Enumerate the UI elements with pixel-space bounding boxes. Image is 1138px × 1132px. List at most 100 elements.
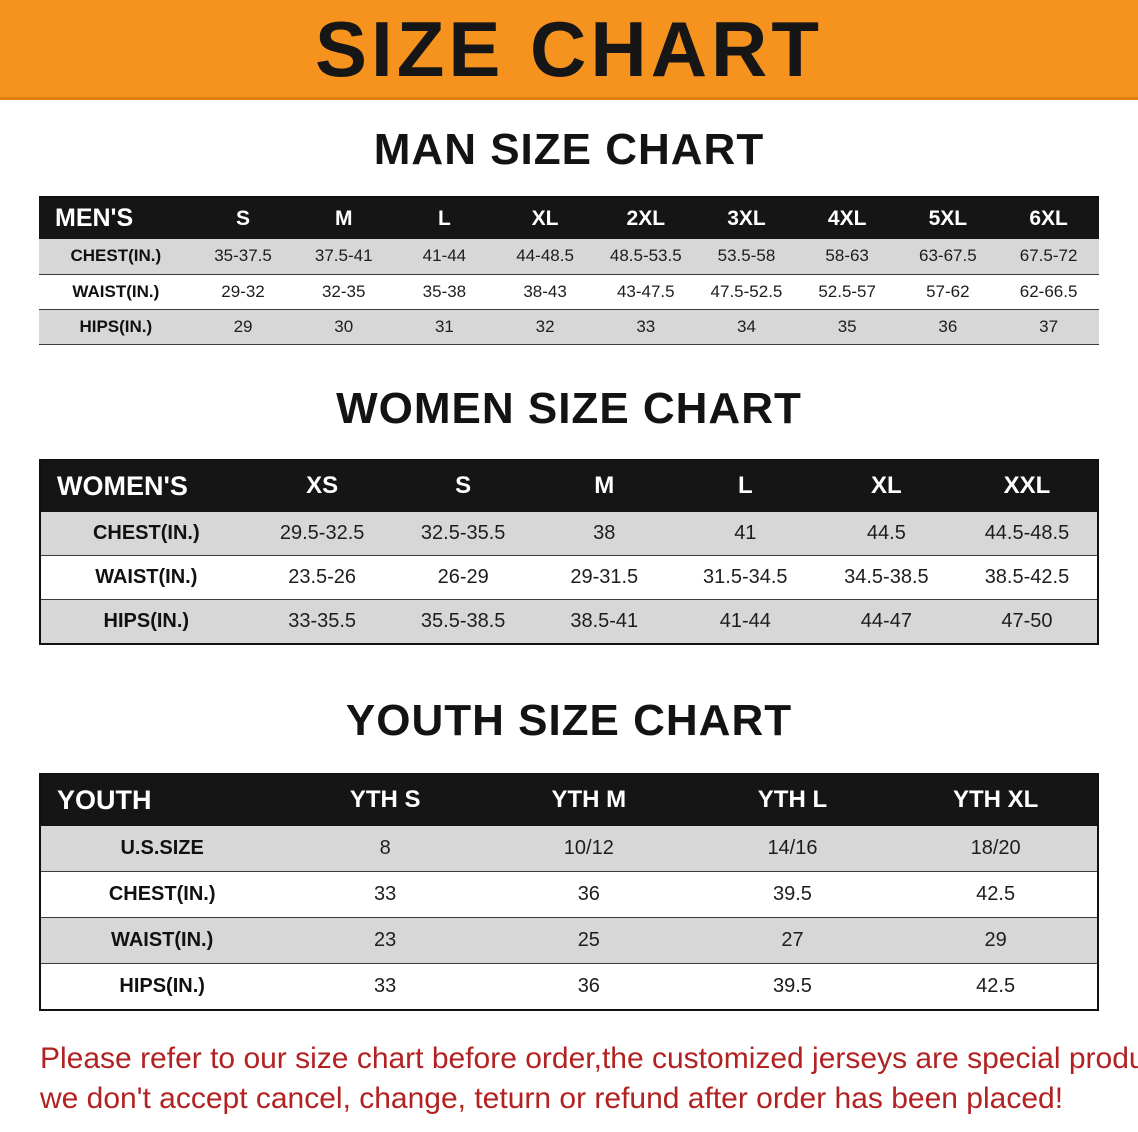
table-row: U.S.SIZE 8 10/12 14/16 18/20 xyxy=(40,825,1098,872)
size-value: 57-62 xyxy=(897,274,999,310)
size-value: 33 xyxy=(283,963,487,1010)
size-value: 41-44 xyxy=(394,239,495,275)
size-column-header: YTH S xyxy=(283,773,487,826)
size-column-header: YTH M xyxy=(486,773,691,826)
man-size-chart-section: MAN SIZE CHART MEN'S S M L XL 2XL 3XL 4XL 5XL 6XL… xyxy=(0,126,1138,345)
size-column-header: M xyxy=(533,459,675,512)
footer-note: Please refer to our size chart before or… xyxy=(0,1039,1138,1119)
size-value: 42.5 xyxy=(894,963,1098,1010)
youth-size-chart-section: YOUTH SIZE CHART YOUTH YTH S YTH M YTH L YTH… xyxy=(0,695,1138,1011)
size-value: 25 xyxy=(486,917,691,964)
size-value: 29 xyxy=(894,917,1098,964)
table-header-row: MEN'S S M L XL 2XL 3XL 4XL 5XL 6XL xyxy=(39,197,1099,239)
row-label: CHEST(IN.) xyxy=(40,511,252,556)
table-header-row: WOMEN'S XS S M L XL XXL xyxy=(40,459,1098,512)
table-row: HIPS(IN.) 33-35.5 35.5-38.5 38.5-41 41-44 44-… xyxy=(40,599,1098,644)
man-size-chart-heading: MAN SIZE CHART xyxy=(373,125,765,174)
size-column-header: 6XL xyxy=(998,197,1099,239)
size-value: 41-44 xyxy=(674,599,816,644)
table-row: WAIST(IN.) 23 25 27 29 xyxy=(40,917,1098,964)
table-row: CHEST(IN.) 35-37.5 37.5-41 41-44 44-48.5 48.5… xyxy=(39,239,1099,275)
size-value: 33 xyxy=(283,871,487,918)
banner-title: SIZE CHART xyxy=(315,4,823,93)
size-value: 8 xyxy=(283,825,487,872)
size-value: 26-29 xyxy=(392,555,534,600)
size-value: 34 xyxy=(696,309,797,345)
size-value: 38 xyxy=(533,511,675,556)
size-value: 44-48.5 xyxy=(494,239,596,275)
size-value: 47.5-52.5 xyxy=(696,274,797,310)
size-value: 63-67.5 xyxy=(897,239,999,275)
size-value: 23 xyxy=(283,917,487,964)
size-column-header: 5XL xyxy=(897,197,999,239)
size-value: 41 xyxy=(674,511,816,556)
size-column-header: M xyxy=(293,197,395,239)
size-charts: MAN SIZE CHART MEN'S S M L XL 2XL 3XL 4XL 5XL 6XL… xyxy=(0,126,1138,1011)
size-value: 42.5 xyxy=(894,871,1098,918)
table-title-cell: MEN'S xyxy=(39,197,193,239)
row-label: CHEST(IN.) xyxy=(40,871,284,918)
size-value: 35 xyxy=(796,309,898,345)
row-label: WAIST(IN.) xyxy=(40,917,284,964)
row-label: U.S.SIZE xyxy=(40,825,284,872)
size-value: 31.5-34.5 xyxy=(674,555,816,600)
footer-note-line2: we don't accept cancel, change, teturn o… xyxy=(40,1081,1064,1115)
size-value: 39.5 xyxy=(690,871,895,918)
size-value: 44.5-48.5 xyxy=(956,511,1098,556)
row-label: WAIST(IN.) xyxy=(39,274,193,310)
size-value: 29 xyxy=(192,309,294,345)
youth-size-chart-heading: YOUTH SIZE CHART xyxy=(345,695,793,745)
table-title-cell: YOUTH xyxy=(40,773,284,826)
size-value: 38-43 xyxy=(494,274,596,310)
size-column-header: S xyxy=(192,197,294,239)
size-value: 62-66.5 xyxy=(998,274,1099,310)
size-value: 47-50 xyxy=(956,599,1098,644)
size-value: 36 xyxy=(486,871,691,918)
size-value: 33 xyxy=(595,309,697,345)
size-value: 43-47.5 xyxy=(595,274,697,310)
size-column-header: 3XL xyxy=(696,197,797,239)
women-size-table: WOMEN'S XS S M L XL XXL CHEST(IN.) 29.5-32.5 32.5… xyxy=(39,458,1099,645)
size-value: 35.5-38.5 xyxy=(392,599,534,644)
size-value: 31 xyxy=(394,309,495,345)
size-value: 35-37.5 xyxy=(192,239,294,275)
table-header-row: YOUTH YTH S YTH M YTH L YTH XL xyxy=(40,773,1098,826)
table-row: WAIST(IN.) 23.5-26 26-29 29-31.5 31.5-34.5 34… xyxy=(40,555,1098,600)
size-value: 48.5-53.5 xyxy=(595,239,697,275)
size-column-header: L xyxy=(394,197,495,239)
size-value: 37 xyxy=(998,309,1099,345)
size-value: 52.5-57 xyxy=(796,274,898,310)
table-row: WAIST(IN.) 29-32 32-35 35-38 38-43 43-47.5 47.… xyxy=(39,274,1099,310)
size-value: 53.5-58 xyxy=(696,239,797,275)
row-label: WAIST(IN.) xyxy=(40,555,252,600)
size-value: 34.5-38.5 xyxy=(815,555,957,600)
size-value: 32.5-35.5 xyxy=(392,511,534,556)
row-label: HIPS(IN.) xyxy=(39,309,193,345)
women-size-chart-heading: WOMEN SIZE CHART xyxy=(336,383,802,433)
size-value: 30 xyxy=(293,309,395,345)
size-value: 44-47 xyxy=(815,599,957,644)
table-row: HIPS(IN.) 29 30 31 32 33 34 35 36 37 xyxy=(39,309,1099,345)
size-value: 29-32 xyxy=(192,274,294,310)
men-size-table: MEN'S S M L XL 2XL 3XL 4XL 5XL 6XL CHEST(IN.) 35-37… xyxy=(39,196,1099,345)
size-value: 29-31.5 xyxy=(533,555,675,600)
size-value: 36 xyxy=(897,309,999,345)
row-label: CHEST(IN.) xyxy=(39,239,193,275)
size-column-header: XL xyxy=(494,197,596,239)
size-value: 37.5-41 xyxy=(293,239,395,275)
youth-size-table: YOUTH YTH S YTH M YTH L YTH XL U.S.SIZE 8 10/12… xyxy=(39,772,1099,1011)
size-value: 32 xyxy=(494,309,596,345)
size-column-header: XS xyxy=(251,459,393,512)
row-label: HIPS(IN.) xyxy=(40,963,284,1010)
size-value: 27 xyxy=(690,917,895,964)
size-column-header: YTH XL xyxy=(894,773,1098,826)
size-value: 23.5-26 xyxy=(251,555,393,600)
size-value: 44.5 xyxy=(815,511,957,556)
size-column-header: YTH L xyxy=(690,773,895,826)
size-value: 38.5-42.5 xyxy=(956,555,1098,600)
size-column-header: 2XL xyxy=(595,197,697,239)
size-value: 33-35.5 xyxy=(251,599,393,644)
footer-note-line1: Please refer to our size chart before or… xyxy=(40,1041,1138,1075)
size-value: 35-38 xyxy=(394,274,495,310)
table-title-cell: WOMEN'S xyxy=(40,459,252,512)
